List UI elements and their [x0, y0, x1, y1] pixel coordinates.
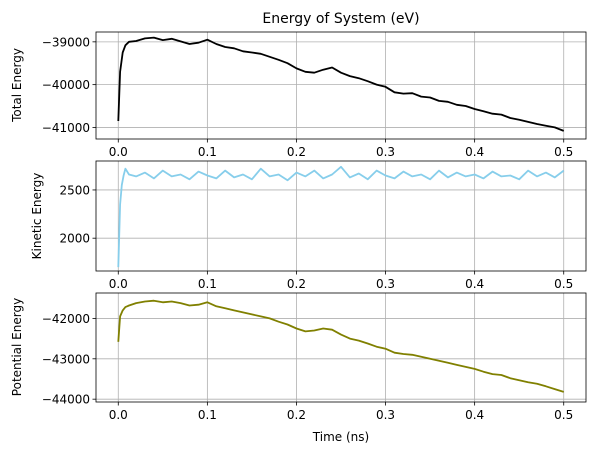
potential-energy-x-tick-label: 0.4: [465, 408, 484, 422]
total-energy-x-tick-label: 0.4: [465, 145, 484, 159]
total-energy-axes-frame: [95, 31, 587, 140]
kinetic-energy-ticks: 0.0 0.1 0.2 0.3 0.4 0.5 2500 2000: [59, 183, 573, 291]
kinetic-energy-ylabel: Kinetic Energy: [30, 173, 44, 260]
kinetic-energy-x-tick-label: 0.5: [554, 277, 573, 291]
x-axis-label: Time (ns): [312, 430, 369, 444]
total-energy-x-tick-label: 0.5: [554, 145, 573, 159]
total-energy-ylabel: Total Energy: [10, 48, 24, 123]
total-energy-x-tick-label: 0.0: [109, 145, 128, 159]
potential-energy-x-tick-label: 0.5: [554, 408, 573, 422]
total-energy-x-tick-label: 0.3: [376, 145, 395, 159]
total-energy-y-tick-label: −40000: [42, 78, 90, 92]
potential-energy-grid: [96, 293, 586, 402]
kinetic-energy-x-tick-label: 0.2: [287, 277, 306, 291]
total-energy-ticks: 0.0 0.1 0.2 0.3 0.4 0.5 −39000 −40000 −41000: [42, 35, 574, 159]
potential-energy-axes-frame: [95, 292, 587, 403]
potential-energy-x-tick-label: 0.1: [198, 408, 217, 422]
total-energy-x-tick-label: 0.2: [287, 145, 306, 159]
total-energy-line: [117, 36, 565, 132]
kinetic-energy-y-tick-label: 2000: [59, 232, 90, 246]
potential-energy-panel: 0.0 0.1 0.2 0.3 0.4 0.5 −42000 −43000 −44000 Pot…: [10, 292, 587, 422]
kinetic-energy-x-tick-label: 0.3: [376, 277, 395, 291]
potential-energy-ylabel: Potential Energy: [10, 298, 24, 396]
potential-energy-x-tick-label: 0.2: [287, 408, 306, 422]
potential-energy-ticks: 0.0 0.1 0.2 0.3 0.4 0.5 −42000 −43000 −44000: [42, 312, 574, 422]
total-energy-grid: [96, 32, 586, 139]
kinetic-energy-axes-frame: [95, 160, 587, 272]
potential-energy-y-tick-label: −42000: [42, 312, 90, 326]
potential-energy-line: [117, 299, 564, 393]
kinetic-energy-panel: 0.0 0.1 0.2 0.3 0.4 0.5 2500 2000 Kinetic Energ…: [30, 160, 587, 291]
kinetic-energy-x-tick-label: 0.0: [109, 277, 128, 291]
potential-energy-x-tick-label: 0.3: [376, 408, 395, 422]
total-energy-y-tick-label: −41000: [42, 121, 90, 135]
kinetic-energy-x-tick-label: 0.4: [465, 277, 484, 291]
kinetic-energy-line: [117, 165, 565, 268]
potential-energy-x-tick-label: 0.0: [109, 408, 128, 422]
potential-energy-y-tick-label: −44000: [42, 393, 90, 407]
potential-energy-y-tick-label: −43000: [42, 352, 90, 366]
total-energy-y-tick-label: −39000: [42, 35, 90, 49]
total-energy-x-tick-label: 0.1: [198, 145, 217, 159]
total-energy-panel: 0.0 0.1 0.2 0.3 0.4 0.5 −39000 −40000 −41000 Tot…: [10, 31, 587, 159]
kinetic-energy-x-tick-label: 0.1: [198, 277, 217, 291]
kinetic-energy-y-tick-label: 2500: [59, 183, 90, 197]
chart-title: Energy of System (eV): [262, 11, 419, 27]
